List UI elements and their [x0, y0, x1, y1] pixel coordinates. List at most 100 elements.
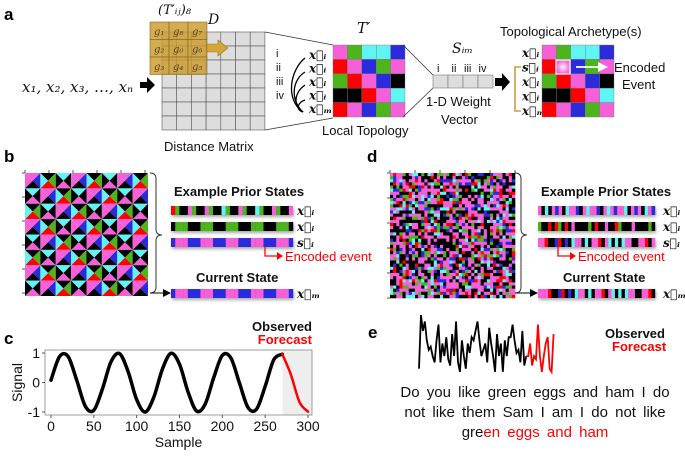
- noise-cell: [402, 251, 406, 255]
- current-bar-segment: [284, 289, 289, 298]
- noise-cell: [461, 179, 466, 183]
- noise-cell: [496, 238, 500, 243]
- noise-cell: [415, 229, 419, 233]
- noise-cell: [396, 223, 400, 227]
- noise-cell: [408, 232, 413, 236]
- noise-cell: [424, 241, 428, 246]
- state-bar-segment: [200, 206, 205, 215]
- noise-cell: [440, 219, 444, 224]
- noise-cell: [415, 266, 419, 271]
- pattern-triangle: [71, 234, 87, 243]
- noise-cell: [511, 216, 516, 221]
- noise-cell: [393, 176, 397, 180]
- pattern-triangle: [140, 203, 148, 220]
- noise-cell: [486, 179, 491, 183]
- noise-cell: [396, 244, 400, 249]
- noise-cell: [390, 185, 394, 189]
- pattern-triangle: [109, 173, 118, 189]
- noise-cell: [480, 248, 485, 252]
- noise-cell: [440, 251, 444, 255]
- topology-cell: [347, 44, 362, 60]
- noise-cell: [468, 273, 472, 277]
- noise-cell: [430, 260, 435, 264]
- noise-cell: [490, 216, 494, 221]
- noise-cell: [443, 251, 447, 255]
- noise-cell: [411, 269, 416, 274]
- noise-cell: [402, 244, 406, 249]
- noise-cell: [449, 251, 453, 255]
- noise-cell: [408, 291, 413, 296]
- noise-cell: [427, 182, 431, 186]
- noise-cell: [393, 244, 397, 249]
- noise-cell: [493, 279, 497, 283]
- noise-cell: [486, 185, 491, 189]
- noise-cell: [430, 182, 435, 186]
- matrix-cell: [249, 59, 266, 75]
- pattern-triangle: [40, 242, 56, 250]
- state-bar-segment: [538, 206, 542, 215]
- noise-cell: [490, 182, 494, 186]
- noise-cell: [418, 204, 422, 208]
- noise-cell: [436, 244, 441, 249]
- noise-cell: [427, 251, 431, 255]
- noise-cell: [424, 288, 428, 293]
- noise-cell: [402, 194, 406, 199]
- d-label: D: [207, 12, 219, 28]
- pattern-triangle: [55, 288, 72, 296]
- state-bar-segment: [548, 238, 552, 247]
- noise-cell: [455, 229, 460, 233]
- noise-cell: [455, 226, 460, 230]
- noise-cell: [452, 229, 456, 233]
- pattern-triangle: [32, 173, 41, 189]
- noise-cell: [436, 198, 441, 202]
- noise-cell: [399, 216, 403, 221]
- noise-cell: [458, 260, 463, 264]
- noise-cell: [465, 219, 469, 224]
- noise-cell: [483, 210, 488, 214]
- pattern-triangle: [86, 288, 102, 296]
- encoded-event-label-2: Event: [622, 77, 656, 92]
- noise-cell: [493, 238, 497, 243]
- noise-cell: [433, 294, 438, 299]
- matrix-cell: [161, 73, 177, 89]
- noise-cell: [461, 244, 466, 249]
- pattern-triangle: [101, 219, 110, 235]
- pattern-triangle: [101, 249, 118, 258]
- noise-cell: [465, 226, 469, 230]
- noise-cell: [411, 185, 416, 189]
- noise-cell: [452, 191, 456, 196]
- noise-cell: [465, 185, 469, 189]
- state-bar-segment: [259, 222, 264, 231]
- noise-cell: [411, 282, 416, 286]
- noise-cell: [477, 260, 481, 264]
- noise-cell: [483, 257, 488, 261]
- noise-cell: [480, 223, 485, 227]
- input-sequence: x₁, x₂, x₃, …, xₙ: [22, 78, 133, 96]
- noise-cell: [508, 263, 513, 268]
- noise-cell: [458, 288, 463, 293]
- noise-cell: [393, 288, 397, 293]
- pattern-triangle: [117, 226, 133, 235]
- noise-cell: [393, 257, 397, 261]
- state-bar-segment: [179, 238, 184, 247]
- noise-cell: [446, 232, 450, 236]
- noise-cell: [393, 219, 397, 224]
- noise-cell: [402, 213, 406, 218]
- matrix-cell: [161, 87, 177, 103]
- pattern-triangle: [101, 265, 110, 281]
- noise-cell: [440, 254, 444, 258]
- state-bar-segment: [196, 222, 201, 231]
- noise-cell: [502, 191, 506, 196]
- noise-cell: [496, 288, 500, 293]
- noise-cell: [508, 185, 513, 189]
- noise-cell: [483, 176, 488, 180]
- legend-observed: Observed: [605, 326, 665, 341]
- noise-cell: [474, 219, 478, 224]
- noise-cell: [415, 263, 419, 268]
- noise-cell: [496, 207, 500, 211]
- noise-cell: [436, 241, 441, 246]
- noise-cell: [508, 279, 513, 283]
- matrix-cell: [235, 115, 251, 131]
- noise-cell: [477, 235, 481, 239]
